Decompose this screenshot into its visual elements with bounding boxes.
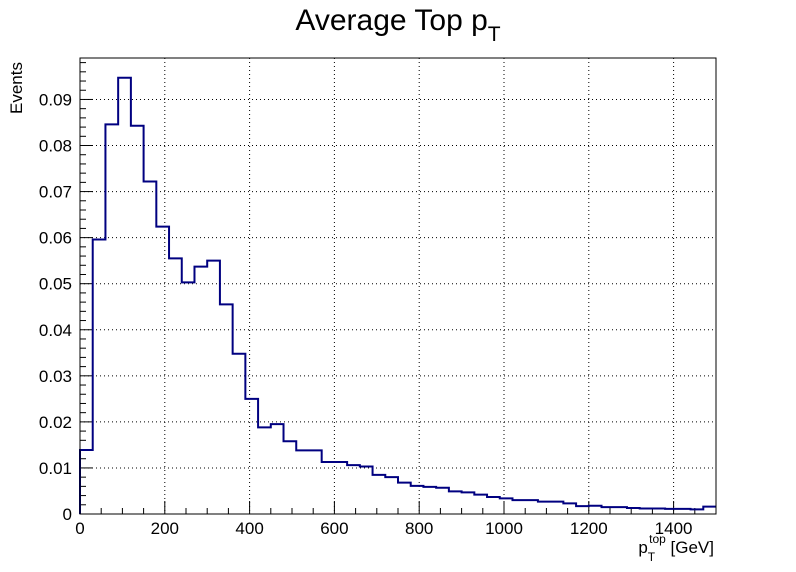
grid — [80, 58, 716, 514]
x-tick-label: 1000 — [485, 519, 523, 538]
tick-labels: 0 200 400 600 800 1000 1200 1400 0 0.01 0.02 0.03 0.… — [39, 90, 693, 538]
y-tick-label: 0.01 — [39, 459, 72, 478]
y-axis-label: Events — [7, 62, 26, 114]
x-tick-label: 400 — [235, 519, 263, 538]
x-tick-label: 600 — [320, 519, 348, 538]
y-tick-label: 0.06 — [39, 229, 72, 248]
x-axis-label-unit: [GeV] — [666, 538, 714, 557]
x-tick-label: 0 — [75, 519, 84, 538]
x-tick-label: 1400 — [655, 519, 693, 538]
y-tick-label: 0 — [63, 505, 72, 524]
y-tick-label: 0.09 — [39, 90, 72, 109]
x-axis-label-main: p — [638, 538, 647, 557]
chart-title-main: Average Top p — [295, 4, 487, 37]
histogram-line — [79, 76, 716, 514]
y-tick-label: 0.04 — [39, 321, 72, 340]
y-tick-label: 0.08 — [39, 137, 72, 156]
y-tick-label: 0.03 — [39, 367, 72, 386]
y-tick-label: 0.05 — [39, 275, 72, 294]
x-axis-label-sup: top — [649, 532, 666, 546]
x-axis-label-sub: T — [648, 550, 656, 564]
chart-title-sub: T — [488, 23, 501, 46]
chart-title: Average Top pT — [295, 4, 500, 46]
y-tick-label: 0.07 — [39, 183, 72, 202]
y-tick-label: 0.02 — [39, 413, 72, 432]
x-tick-label: 1200 — [570, 519, 608, 538]
x-tick-label: 800 — [405, 519, 433, 538]
x-tick-label: 200 — [151, 519, 179, 538]
plot-frame — [79, 57, 717, 515]
x-axis-label: pTtop [GeV] — [638, 532, 714, 564]
